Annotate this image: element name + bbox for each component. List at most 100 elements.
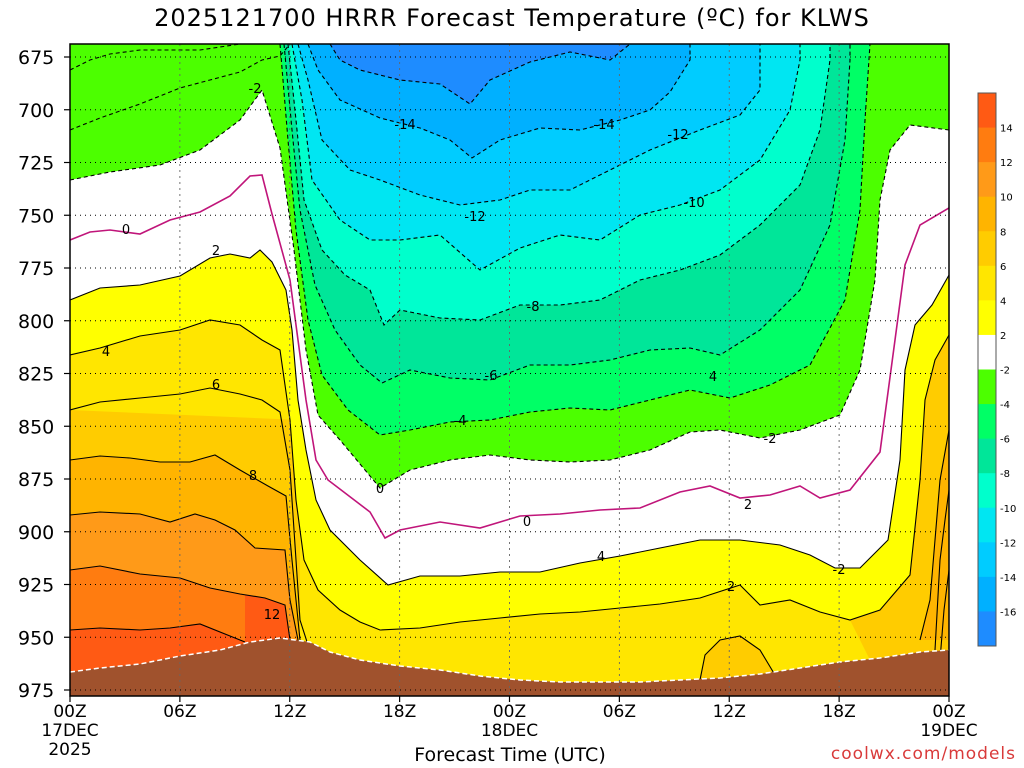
fill-east-warm-8: [920, 430, 949, 640]
contour-label: -10: [683, 196, 704, 211]
contour-zm4: [70, 44, 241, 71]
x-tick-label: 06Z: [603, 702, 636, 722]
contour-z8: [287, 44, 831, 326]
contour-label: 2: [212, 244, 220, 259]
y-tick-label: 675: [18, 47, 54, 69]
colorbar-swatch: [978, 438, 996, 474]
contour-e6: [919, 429, 949, 641]
contour-label: 0: [122, 223, 130, 238]
fill-pocket-warm-6: [700, 636, 775, 680]
credit-text: coolwx.com/models: [830, 744, 1016, 764]
x-tick-label: 00Z: [932, 702, 965, 722]
contour-zm2: [70, 44, 291, 131]
x-tick-label: 12Z: [273, 702, 306, 722]
contour-label: -14: [394, 118, 415, 133]
colorbar-tick-label: 12: [1000, 158, 1013, 169]
contour-label: 0: [376, 482, 384, 497]
contour-lines: [70, 44, 949, 681]
x-tick-label: 18Z: [822, 702, 855, 722]
colorbar-tick-label: -6: [1000, 435, 1010, 446]
contour-label: -12: [464, 210, 485, 225]
colorbar-swatch: [978, 162, 996, 198]
contour-e10: [939, 569, 949, 661]
y-tick-label: 925: [18, 575, 54, 597]
y-tick-label: 850: [18, 416, 54, 438]
colorbar-swatch: [978, 231, 996, 267]
colorbar-swatch: [978, 369, 996, 405]
contour-p12: [70, 565, 291, 641]
colorbar-swatch: [978, 300, 996, 336]
y-tick-label: 775: [18, 258, 54, 280]
contour-label: -6: [485, 369, 498, 384]
contour-p6: [70, 387, 309, 646]
x-tick-label: 00Z: [53, 702, 86, 722]
y-tick-label: 750: [18, 205, 54, 227]
y-tick-label: 825: [18, 364, 54, 386]
colorbar-tick-label: -10: [1000, 504, 1016, 515]
contour-p10: [70, 511, 301, 651]
colorbar-tick-label: 6: [1000, 262, 1006, 273]
colorbar: 14 12 10 8 6 4 2 -2 -4 -6 -8 -10 -12 -14 -16: [977, 92, 1016, 647]
contour-label: 8: [249, 469, 257, 484]
contour-label: 6: [212, 378, 220, 393]
x-tick-date: 19DEC: [920, 721, 977, 741]
contour-p14: [70, 623, 246, 643]
x-axis-title: Forecast Time (UTC): [414, 744, 606, 766]
grid-lines: [70, 44, 949, 696]
y-tick-label: 975: [18, 680, 54, 702]
x-tick-label: 18Z: [383, 702, 416, 722]
contour-label: 12: [264, 608, 281, 623]
chart-title: 2025121700 HRRR Forecast Temperature (ºC…: [154, 4, 870, 32]
y-tick-label: 725: [18, 153, 54, 175]
y-tick-label: 950: [18, 627, 54, 649]
contour-label: 4: [709, 370, 717, 385]
contour-label: 2: [744, 498, 752, 513]
colorbar-swatch: [978, 265, 996, 301]
contour-label: 4: [597, 550, 605, 565]
colorbar-swatch: [978, 334, 996, 370]
contour-z16: [329, 44, 631, 105]
y-tick-label: 900: [18, 522, 54, 544]
y-tick-label: 875: [18, 469, 54, 491]
colorbar-swatch: [978, 576, 996, 612]
colorbar-tick-label: -14: [1000, 573, 1016, 584]
y-tick-label: 700: [18, 100, 54, 122]
contour-p8: [70, 454, 301, 641]
colorbar-tick-label: -12: [1000, 538, 1016, 549]
terrain-edge: [70, 637, 949, 683]
contour-label: -12: [667, 128, 688, 143]
contour-e8: [934, 489, 949, 651]
colorbar-tick-label: -16: [1000, 607, 1016, 618]
contour-label: -2: [764, 432, 777, 447]
contour-z10: [291, 44, 801, 271]
contour-label: -2: [249, 82, 262, 97]
contour-p4: [70, 319, 949, 631]
x-tick-label: 00Z: [493, 702, 526, 722]
contour-label: 0: [523, 515, 531, 530]
x-tick-date: 18DEC: [481, 721, 538, 741]
colorbar-tick-label: 10: [1000, 193, 1013, 204]
y-tick-label: 800: [18, 311, 54, 333]
x-tick-date: 17DEC: [41, 721, 98, 741]
colorbar-tick-label: -8: [1000, 469, 1010, 480]
colorbar-swatch: [978, 473, 996, 509]
contour-label: 4: [102, 345, 110, 360]
x-tick-label: 06Z: [163, 702, 196, 722]
colorbar-swatch: [978, 127, 996, 163]
colorbar-tick-label: 2: [1000, 331, 1006, 342]
contour-zero: [70, 174, 949, 540]
contour-w6: [699, 635, 776, 681]
contour-label: -8: [527, 300, 540, 315]
colorbar-swatch: [978, 507, 996, 543]
contour-z2: [70, 88, 949, 489]
colorbar-tick-label: 8: [1000, 227, 1006, 238]
contour-p2: [70, 249, 949, 586]
x-tick-label: 12Z: [713, 702, 746, 722]
colorbar-tick-label: 14: [1000, 124, 1013, 135]
contour-z6: [283, 44, 851, 384]
colorbar-swatch: [978, 542, 996, 578]
colorbar-tick-label: -2: [1000, 366, 1010, 377]
x-tick-year: 2025: [48, 740, 91, 760]
